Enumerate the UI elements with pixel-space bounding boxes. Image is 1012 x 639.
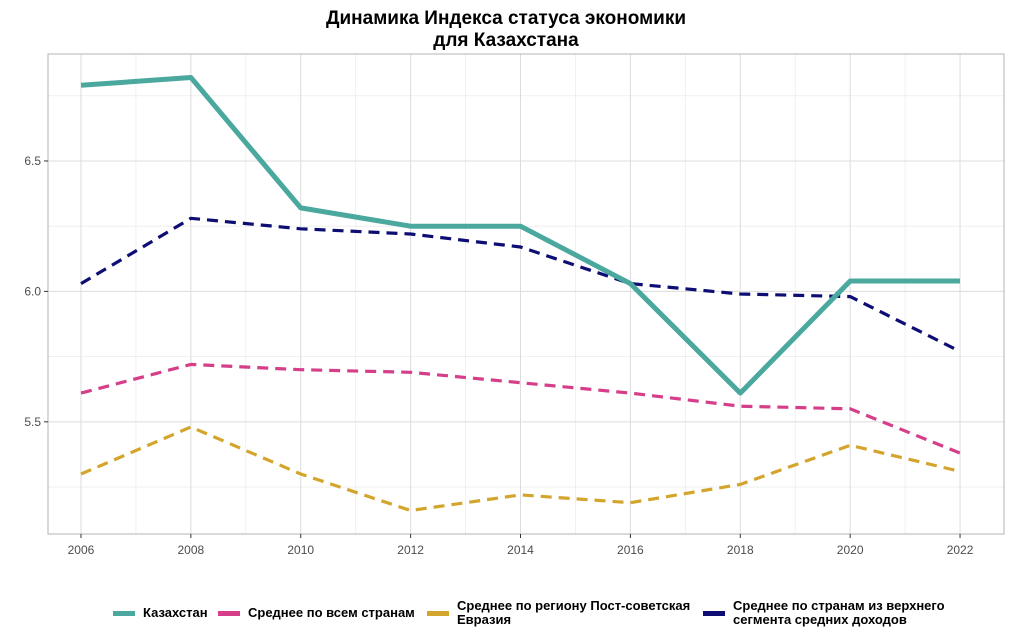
- series-line-1: [80, 75, 960, 396]
- legend-key-post-soviet: [427, 610, 449, 616]
- y-tick-label: 6.5: [24, 154, 41, 168]
- x-tick-label: 2014: [507, 543, 534, 557]
- legend-label-all-countries: Среднее по всем странам: [248, 605, 415, 620]
- legend-item-upper-middle: Среднее по странам из верхнего сегмента …: [703, 598, 945, 628]
- x-tick-label: 2012: [397, 543, 424, 557]
- x-tick-label: 2020: [837, 543, 864, 557]
- y-axis: 5.5 6.0 6.5: [24, 154, 48, 429]
- plot-panel-border: [47, 53, 1005, 535]
- chart-area: 5.56.06.5 2006 2008 2010 2012 2014 2016 2018 20…: [24, 53, 1005, 557]
- legend-item-post-soviet: Среднее по региону Пост-советская Еврази…: [427, 598, 690, 628]
- legend-key-upper-middle: [703, 610, 725, 616]
- x-tick-label: 2016: [617, 543, 644, 557]
- legend-label-post-soviet-line-2: Евразия: [457, 612, 512, 627]
- series-line-3: [80, 425, 961, 513]
- x-tick-label: 2006: [68, 543, 95, 557]
- minor-gridlines: [48, 54, 1004, 534]
- legend-label-kazakhstan: Казахстан: [143, 605, 208, 620]
- legend-key-all-countries: [218, 610, 240, 616]
- x-tick-label: 2018: [727, 543, 754, 557]
- legend: Казахстан Среднее по всем странам Средне…: [0, 598, 1012, 628]
- x-axis: 2006 2008 2010 2012 2014 2016 2018 2020 2022: [68, 534, 974, 557]
- chart-title-line-1: Динамика Индекса статуса экономики: [325, 8, 687, 29]
- series-lines: [80, 75, 961, 513]
- x-tick-label: 2010: [287, 543, 314, 557]
- legend-label-upper-middle-line-2: сегмента средних доходов: [733, 612, 907, 627]
- legend-item-all-countries: Среднее по всем странам: [218, 598, 415, 628]
- major-gridlines: [48, 54, 1004, 534]
- legend-label-upper-middle-line-1: Среднее по странам из верхнего: [733, 598, 945, 613]
- x-tick-label: 2022: [947, 543, 974, 557]
- series-line-4: [80, 216, 961, 353]
- series-line-2: [80, 362, 961, 455]
- legend-label-post-soviet-line-1: Среднее по региону Пост-советская: [457, 598, 691, 613]
- legend-label-upper-middle: Среднее по странам из верхнего сегмента …: [733, 599, 945, 627]
- x-tick-label: 2008: [177, 543, 204, 557]
- y-tick-label: 6.0: [24, 284, 41, 298]
- chart-title-line-2: для Казахстана: [433, 30, 579, 51]
- legend-item-kazakhstan: Казахстан: [113, 598, 208, 628]
- legend-key-kazakhstan: [113, 610, 135, 616]
- legend-label-post-soviet: Среднее по региону Пост-советская Еврази…: [457, 599, 690, 627]
- y-tick-label: 5.5: [24, 415, 41, 429]
